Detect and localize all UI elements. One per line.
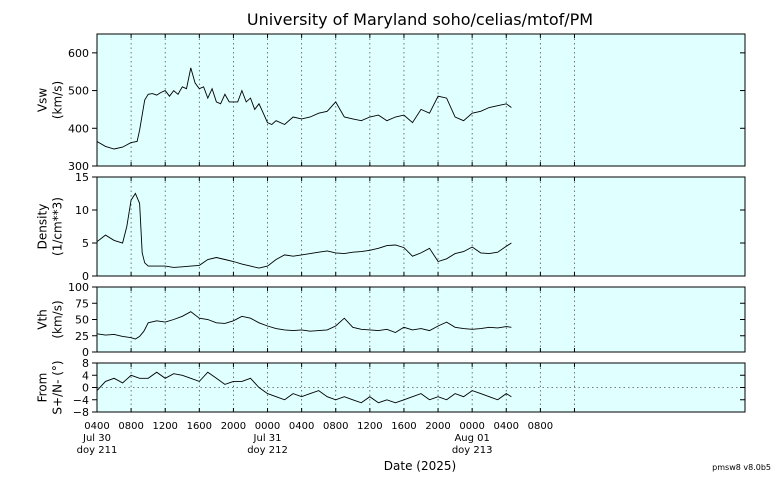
y-axis-label: Vth(km/s)	[35, 300, 64, 338]
y-tick-label: 100	[68, 281, 89, 294]
panel-background	[97, 34, 745, 166]
y-tick-label: −4	[73, 394, 89, 407]
series-line	[96, 67, 512, 150]
x-tick-label: 0800	[528, 421, 553, 432]
panel-3: 0 25 50 75 100 Vth(km/s)	[35, 281, 746, 359]
x-axis: 0400 0800 1200 1600 2000 0000 0400 0800 1200 1600…	[77, 421, 553, 456]
y-tick-label: 50	[75, 314, 89, 327]
panel-frame	[96, 176, 746, 277]
series-line	[96, 371, 512, 404]
y-tick-label: −8	[73, 406, 89, 419]
y-tick-label: 15	[75, 171, 89, 184]
date-label: Jul 31	[253, 433, 282, 444]
chart-title: University of Maryland soho/celias/mtof/…	[247, 10, 593, 29]
panel-background	[97, 177, 745, 276]
panels: 300400500600Vsw(km/s)051015Density(1/cm*…	[35, 33, 746, 419]
panel-frame	[96, 33, 746, 167]
y-tick-label: 5	[82, 237, 89, 250]
y-tick-label: 0	[82, 382, 89, 395]
panel-background	[97, 287, 745, 352]
x-axis-label: Date (2025)	[384, 459, 456, 473]
y-tick-label: 0	[82, 270, 89, 283]
date-label: Jul 30	[82, 433, 111, 444]
y-axis-label: Vsw(km/s)	[35, 81, 64, 119]
y-axis-label: Density(1/cm**3)	[35, 197, 64, 256]
x-tick-label: 0000	[459, 421, 484, 432]
y-tick-label: 75	[75, 297, 89, 310]
x-tick-label: 1200	[152, 421, 177, 432]
x-tick-label: 1600	[187, 421, 212, 432]
y-tick-label: 300	[68, 160, 89, 173]
y-tick-label: 600	[68, 47, 89, 60]
x-tick-label: 0800	[323, 421, 348, 432]
x-tick-label: 2000	[221, 421, 246, 432]
y-tick-label: 400	[68, 122, 89, 135]
x-tick-label: 0400	[84, 421, 109, 432]
x-tick-label: 1600	[391, 421, 416, 432]
date-label: Aug 01	[454, 433, 489, 444]
x-tick-label: 0800	[118, 421, 143, 432]
panel-1: 300 400 500 600 Vsw(km/s)	[35, 33, 746, 173]
series-line	[96, 192, 512, 269]
x-tick-label: 0000	[255, 421, 280, 432]
version-label: pmsw8 v8.0b5	[712, 463, 771, 472]
y-tick-label: 4	[82, 369, 89, 382]
y-tick-label: 500	[68, 85, 89, 98]
x-tick-label: 0400	[494, 421, 519, 432]
doy-label: doy 211	[77, 445, 118, 456]
doy-label: doy 213	[452, 445, 493, 456]
y-tick-label: 10	[75, 204, 89, 217]
panel-2: 0 5 10 15 Density(1/cm**3)	[35, 171, 746, 283]
x-tick-label: 0400	[289, 421, 314, 432]
y-tick-label: 25	[75, 330, 89, 343]
x-tick-label: 1200	[357, 421, 382, 432]
panel-4: 840−4−8 FromS+/N- (°)	[35, 357, 746, 419]
doy-label: doy 212	[247, 445, 288, 456]
y-axis-label: FromS+/N- (°)	[35, 360, 64, 414]
y-tick-label: 8	[82, 357, 89, 370]
series-line	[96, 311, 512, 340]
x-tick-label: 2000	[425, 421, 450, 432]
y-tick-label: 0	[82, 346, 89, 359]
